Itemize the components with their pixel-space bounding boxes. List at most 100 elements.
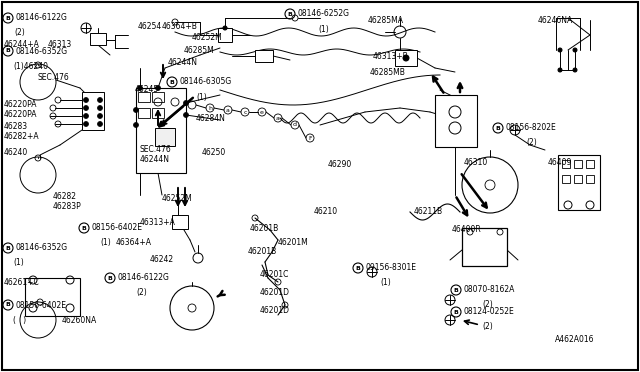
Text: B: B	[108, 276, 113, 280]
Text: 46210: 46210	[314, 207, 338, 216]
Bar	[462, 228, 507, 266]
Text: 46201D: 46201D	[260, 306, 290, 315]
Text: 08146-6252G: 08146-6252G	[297, 10, 349, 19]
Text: h: h	[208, 106, 212, 110]
Circle shape	[83, 97, 88, 103]
Circle shape	[573, 48, 577, 52]
Text: 09156-8301E: 09156-8301E	[365, 263, 416, 273]
Circle shape	[134, 108, 138, 112]
Text: (1): (1)	[196, 93, 207, 102]
Text: B: B	[454, 288, 458, 292]
Text: 46244N: 46244N	[168, 58, 198, 67]
Text: 08146-6352G: 08146-6352G	[15, 244, 67, 253]
Text: 46310: 46310	[464, 158, 488, 167]
Text: e: e	[260, 109, 264, 115]
Text: B: B	[287, 12, 292, 16]
Circle shape	[97, 113, 102, 119]
Text: 46261+C: 46261+C	[4, 278, 40, 287]
Text: 46201D: 46201D	[260, 288, 290, 297]
Text: B: B	[6, 246, 10, 250]
Text: 46252M: 46252M	[192, 33, 223, 42]
Bar	[395, 50, 417, 66]
Text: (2): (2)	[526, 138, 537, 147]
Text: SEC.476: SEC.476	[38, 73, 70, 82]
Bar	[586, 175, 594, 183]
Bar	[90, 33, 106, 45]
Text: c: c	[243, 109, 247, 115]
Text: 08070-8162A: 08070-8162A	[463, 285, 515, 295]
Bar	[152, 108, 164, 118]
Text: 46283P: 46283P	[53, 202, 82, 211]
Circle shape	[184, 100, 189, 106]
Text: SEC.476: SEC.476	[140, 145, 172, 154]
Text: 46201B: 46201B	[250, 224, 279, 233]
Text: 46246NA: 46246NA	[538, 16, 573, 25]
Text: B: B	[6, 302, 10, 308]
Text: 46252M: 46252M	[162, 194, 193, 203]
Text: 46242: 46242	[150, 255, 174, 264]
Text: 46285M: 46285M	[184, 46, 215, 55]
Text: (1): (1)	[100, 238, 111, 247]
Text: B: B	[6, 16, 10, 20]
Text: 46313+A: 46313+A	[140, 218, 176, 227]
Text: 46201M: 46201M	[278, 238, 308, 247]
Circle shape	[138, 86, 143, 90]
Circle shape	[83, 106, 88, 110]
Text: B: B	[495, 125, 500, 131]
Text: 46250: 46250	[202, 148, 227, 157]
Text: (2): (2)	[14, 28, 25, 37]
Bar	[138, 92, 150, 102]
Text: 46364+A: 46364+A	[116, 238, 152, 247]
Bar	[558, 155, 600, 210]
Text: 46220PA: 46220PA	[4, 100, 38, 109]
Text: 46400R: 46400R	[452, 225, 482, 234]
Circle shape	[97, 122, 102, 126]
Text: 08156-6402E: 08156-6402E	[15, 301, 66, 310]
Text: 46364+B: 46364+B	[162, 22, 198, 31]
Circle shape	[97, 97, 102, 103]
Text: 08146-6122G: 08146-6122G	[15, 13, 67, 22]
Bar	[172, 215, 188, 229]
Text: 46283: 46283	[4, 122, 28, 131]
Bar	[82, 92, 104, 130]
Text: 46244N: 46244N	[140, 155, 170, 164]
Text: (   ): ( )	[13, 316, 26, 325]
Circle shape	[403, 55, 409, 61]
Text: 08156-8202E: 08156-8202E	[505, 124, 556, 132]
Text: 46244+A: 46244+A	[4, 40, 40, 49]
Circle shape	[83, 122, 88, 126]
Bar	[155, 128, 175, 146]
Text: a: a	[226, 108, 230, 112]
Circle shape	[97, 106, 102, 110]
Text: B: B	[170, 80, 175, 84]
Text: (1): (1)	[380, 278, 391, 287]
Text: 46201C: 46201C	[260, 270, 289, 279]
Text: 46240: 46240	[4, 148, 28, 157]
Text: 46409: 46409	[548, 158, 572, 167]
Text: 46201B: 46201B	[248, 247, 277, 256]
Circle shape	[558, 68, 562, 72]
Text: (1): (1)	[13, 258, 24, 267]
Text: 46211B: 46211B	[414, 207, 443, 216]
Text: 08146-6305G: 08146-6305G	[179, 77, 231, 87]
Bar	[138, 108, 150, 118]
Text: 46220PA: 46220PA	[4, 110, 38, 119]
Circle shape	[134, 122, 138, 128]
Circle shape	[83, 113, 88, 119]
Text: 46313: 46313	[48, 40, 72, 49]
Text: 46285MA: 46285MA	[368, 16, 404, 25]
Text: 08146-6352G: 08146-6352G	[15, 46, 67, 55]
Bar	[152, 92, 164, 102]
Text: F: F	[308, 135, 312, 141]
Text: 46284N: 46284N	[196, 114, 226, 123]
Text: 46245: 46245	[135, 85, 159, 94]
Bar	[218, 28, 232, 42]
Text: d: d	[293, 122, 297, 128]
Bar	[255, 50, 273, 62]
Bar	[435, 95, 477, 147]
Text: (1): (1)	[318, 25, 329, 34]
Text: 46290: 46290	[328, 160, 352, 169]
Bar	[574, 175, 582, 183]
Bar	[562, 175, 570, 183]
Text: 46285MB: 46285MB	[370, 68, 406, 77]
